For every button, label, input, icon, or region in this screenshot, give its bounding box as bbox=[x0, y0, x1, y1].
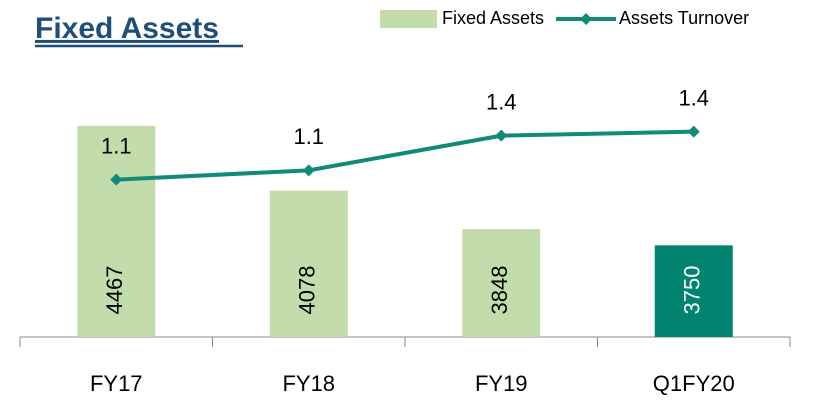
x-tick-label: FY19 bbox=[475, 371, 528, 396]
legend-label: Assets Turnover bbox=[619, 8, 749, 28]
bar bbox=[77, 125, 156, 337]
bar-value-label: 4078 bbox=[295, 266, 320, 315]
legend-label: Fixed Assets bbox=[442, 8, 544, 28]
bar bbox=[654, 245, 733, 337]
x-tick-label: FY18 bbox=[282, 371, 335, 396]
legend-marker bbox=[580, 13, 593, 25]
bar-value-label: 4467 bbox=[102, 266, 127, 315]
bar bbox=[462, 229, 541, 337]
line-value-label: 1.1 bbox=[101, 133, 132, 158]
x-tick-label: Q1FY20 bbox=[653, 371, 735, 396]
line-value-label: 1.4 bbox=[486, 89, 517, 114]
line-value-label: 1.4 bbox=[678, 85, 709, 110]
line-value-label: 1.1 bbox=[293, 124, 324, 149]
line-marker bbox=[495, 129, 508, 142]
bar-value-label: 3848 bbox=[487, 266, 512, 315]
line bbox=[116, 129, 694, 182]
x-tick-label: FY17 bbox=[90, 371, 143, 396]
bar bbox=[269, 190, 348, 337]
bar-value-label: 3750 bbox=[680, 266, 705, 315]
legend-swatch bbox=[380, 10, 437, 28]
chart-title: Fixed Assets bbox=[35, 12, 219, 45]
line-marker bbox=[302, 164, 315, 177]
line-marker bbox=[687, 125, 700, 138]
line-marker bbox=[110, 173, 123, 186]
